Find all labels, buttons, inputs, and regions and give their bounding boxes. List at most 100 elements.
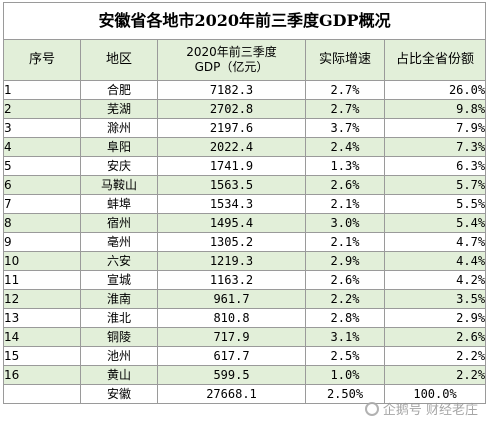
cell-no: 4 [3,137,81,157]
cell-no: 11 [3,270,81,290]
cell-no: 10 [3,251,81,271]
cell-growth: 2.4% [305,137,385,157]
cell-share: 4.7% [383,232,487,252]
cell-share: 2.2% [383,365,487,385]
cell-growth: 2.6% [305,175,385,195]
cell-share: 2.6% [383,327,487,347]
cell-no: 3 [3,118,81,138]
cell-growth: 2.1% [305,194,385,214]
cell-no: 8 [3,213,81,233]
table-row: 4 阜阳 2022.4 2.4% 7.3% [3,137,487,157]
cell-growth: 2.1% [305,232,385,252]
cell-share: 5.7% [383,175,487,195]
table-row: 2 芜湖 2702.8 2.7% 9.8% [3,99,487,119]
header-share: 占比全省份额 [383,39,487,81]
cell-region: 安庆 [80,156,158,176]
cell-growth: 2.7% [305,99,385,119]
total-share: 100.0% [383,384,487,404]
cell-gdp: 1305.2 [157,232,306,252]
header-row: 序号 地区 2020年前三季度 GDP（亿元） 实际增速 占比全省份额 [3,39,487,81]
total-region: 安徽 [80,384,158,404]
cell-gdp: 2702.8 [157,99,306,119]
table-row: 3 滁州 2197.6 3.7% 7.9% [3,118,487,138]
cell-region: 滁州 [80,118,158,138]
cell-gdp: 1219.3 [157,251,306,271]
cell-share: 4.2% [383,270,487,290]
total-gdp: 27668.1 [157,384,306,404]
cell-gdp: 810.8 [157,308,306,328]
table-row: 9 亳州 1305.2 2.1% 4.7% [3,232,487,252]
cell-growth: 1.0% [305,365,385,385]
cell-share: 5.4% [383,213,487,233]
cell-gdp: 1163.2 [157,270,306,290]
cell-share: 5.5% [383,194,487,214]
cell-gdp: 599.5 [157,365,306,385]
gdp-table: 安徽省各地市2020年前三季度GDP概况 序号 地区 2020年前三季度 GDP… [2,2,487,404]
cell-gdp: 617.7 [157,346,306,366]
cell-region: 宣城 [80,270,158,290]
cell-growth: 2.6% [305,270,385,290]
cell-region: 马鞍山 [80,175,158,195]
table-row: 14 铜陵 717.9 3.1% 2.6% [3,327,487,347]
table-row: 11 宣城 1163.2 2.6% 4.2% [3,270,487,290]
total-growth: 2.50% [305,384,385,404]
cell-gdp: 717.9 [157,327,306,347]
table-title: 安徽省各地市2020年前三季度GDP概况 [2,2,487,40]
table-row: 1 合肥 7182.3 2.7% 26.0% [3,80,487,100]
cell-share: 6.3% [383,156,487,176]
header-gdp-line1: 2020年前三季度 [186,45,277,59]
watermark: 企鹅号 财经老庄 [364,399,478,418]
cell-gdp: 1495.4 [157,213,306,233]
table-row: 6 马鞍山 1563.5 2.6% 5.7% [3,175,487,195]
table-row: 15 池州 617.7 2.5% 2.2% [3,346,487,366]
cell-no: 12 [3,289,81,309]
cell-gdp: 1563.5 [157,175,306,195]
cell-gdp: 2022.4 [157,137,306,157]
table-row: 5 安庆 1741.9 1.3% 6.3% [3,156,487,176]
cell-no: 2 [3,99,81,119]
table-row: 8 宿州 1495.4 3.0% 5.4% [3,213,487,233]
header-gdp: 2020年前三季度 GDP（亿元） [157,39,306,81]
penguin-logo-icon [364,401,379,416]
cell-share: 9.8% [383,99,487,119]
cell-gdp: 7182.3 [157,80,306,100]
table-row: 12 淮南 961.7 2.2% 3.5% [3,289,487,309]
header-gdp-line2: GDP（亿元） [194,60,269,74]
cell-share: 26.0% [383,80,487,100]
cell-gdp: 1534.3 [157,194,306,214]
cell-share: 4.4% [383,251,487,271]
cell-gdp: 2197.6 [157,118,306,138]
total-no [3,384,81,404]
cell-share: 3.5% [383,289,487,309]
cell-growth: 2.9% [305,251,385,271]
cell-growth: 3.0% [305,213,385,233]
cell-gdp: 961.7 [157,289,306,309]
cell-region: 阜阳 [80,137,158,157]
cell-no: 7 [3,194,81,214]
cell-no: 14 [3,327,81,347]
cell-growth: 2.2% [305,289,385,309]
cell-region: 宿州 [80,213,158,233]
cell-growth: 3.1% [305,327,385,347]
table-row: 7 蚌埠 1534.3 2.1% 5.5% [3,194,487,214]
cell-region: 铜陵 [80,327,158,347]
cell-region: 淮南 [80,289,158,309]
cell-growth: 1.3% [305,156,385,176]
cell-region: 淮北 [80,308,158,328]
cell-no: 16 [3,365,81,385]
cell-no: 1 [3,80,81,100]
cell-no: 15 [3,346,81,366]
total-row: 安徽 27668.1 2.50% 100.0% [3,384,487,404]
cell-region: 蚌埠 [80,194,158,214]
cell-share: 2.9% [383,308,487,328]
cell-region: 池州 [80,346,158,366]
cell-region: 亳州 [80,232,158,252]
header-no: 序号 [3,39,81,81]
cell-gdp: 1741.9 [157,156,306,176]
cell-no: 5 [3,156,81,176]
cell-region: 芜湖 [80,99,158,119]
table-row: 13 淮北 810.8 2.8% 2.9% [3,308,487,328]
header-growth: 实际增速 [305,39,385,81]
cell-growth: 2.8% [305,308,385,328]
table-row: 10 六安 1219.3 2.9% 4.4% [3,251,487,271]
